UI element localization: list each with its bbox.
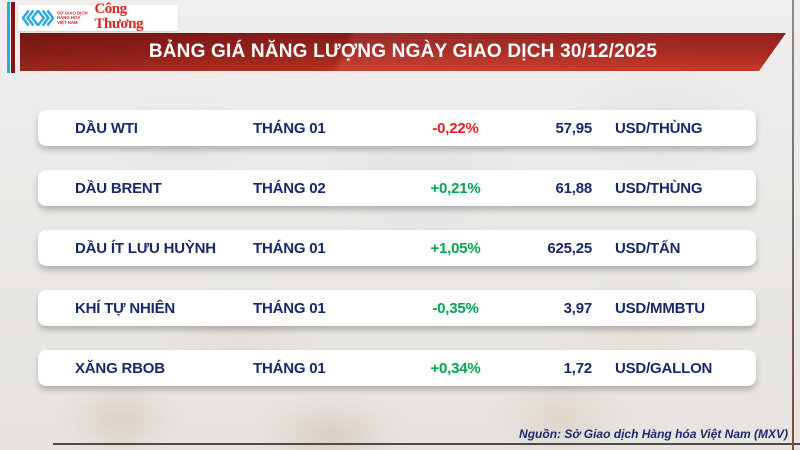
congthuong-logo-text: Công Thương (94, 0, 143, 32)
table-row: DẦU ÍT LƯU HUỲNH THÁNG 01 +1,05% 625,25 … (38, 230, 756, 266)
change-percent: +0,21% (430, 179, 481, 197)
contract-month: THÁNG 01 (253, 239, 326, 257)
table-row: XĂNG RBOB THÁNG 01 +0,34% 1,72 USD/GALLO… (38, 350, 756, 386)
contract-month: THÁNG 01 (253, 299, 326, 317)
price-unit: USD/MMBTU (615, 299, 705, 317)
title-banner: BẢNG GIÁ NĂNG LƯỢNG NGÀY GIAO DỊCH 30/12… (20, 33, 786, 71)
change-percent: +1,05% (430, 239, 481, 257)
left-accent-stripe-maroon (11, 2, 15, 73)
mxv-chevron-icon (22, 9, 54, 27)
commodity-name: DẦU ÍT LƯU HUỲNH (75, 239, 216, 257)
table-row: DẦU BRENT THÁNG 02 +0,21% 61,88 USD/THÙN… (38, 170, 756, 206)
logo-box: SỞ GIAO DỊCH HÀNG HÓA VIỆT NAM Công Thươ… (18, 1, 178, 35)
mxv-logo-line1: SỞ GIAO DỊCH (57, 11, 88, 16)
source-attribution: Nguồn: Sở Giao dịch Hàng hóa Việt Nam (M… (519, 427, 788, 441)
price-value: 3,97 (563, 299, 593, 317)
left-accent-stripe-cyan (7, 2, 10, 73)
price-value: 61,88 (555, 179, 592, 197)
mxv-logo-line2: HÀNG HÓA (57, 15, 81, 21)
change-percent: -0,35% (432, 299, 479, 317)
price-value: 1,72 (563, 359, 593, 377)
commodity-name: DẦU BRENT (75, 179, 162, 197)
bottom-divider-line (53, 443, 800, 445)
mxv-logo-line3: VIỆT NAM (57, 20, 78, 25)
congthuong-logo: Công Thương (94, 0, 174, 35)
right-edge-line (792, 0, 794, 450)
commodity-name: KHÍ TỰ NHIÊN (75, 299, 176, 317)
page-title: BẢNG GIÁ NĂNG LƯỢNG NGÀY GIAO DỊCH 30/12… (148, 41, 658, 62)
change-percent: +0,34% (430, 359, 481, 377)
price-value: 625,25 (547, 239, 592, 257)
price-value: 57,95 (555, 119, 592, 137)
mxv-logo-text: SỞ GIAO DỊCH HÀNG HÓA VIỆT NAM (57, 11, 88, 25)
contract-month: THÁNG 01 (253, 359, 326, 377)
commodity-name: DẦU WTI (75, 119, 138, 137)
price-unit: USD/GALLON (615, 359, 713, 377)
table-row: KHÍ TỰ NHIÊN THÁNG 01 -0,35% 3,97 USD/MM… (38, 290, 756, 326)
price-unit: USD/TẤN (615, 239, 681, 257)
contract-month: THÁNG 01 (253, 119, 326, 137)
contract-month: THÁNG 02 (253, 179, 326, 197)
price-unit: USD/THÙNG (615, 179, 703, 197)
table-row: DẦU WTI THÁNG 01 -0,22% 57,95 USD/THÙNG (38, 110, 756, 146)
commodity-name: XĂNG RBOB (75, 359, 165, 377)
price-unit: USD/THÙNG (615, 119, 703, 137)
change-percent: -0,22% (432, 119, 479, 137)
